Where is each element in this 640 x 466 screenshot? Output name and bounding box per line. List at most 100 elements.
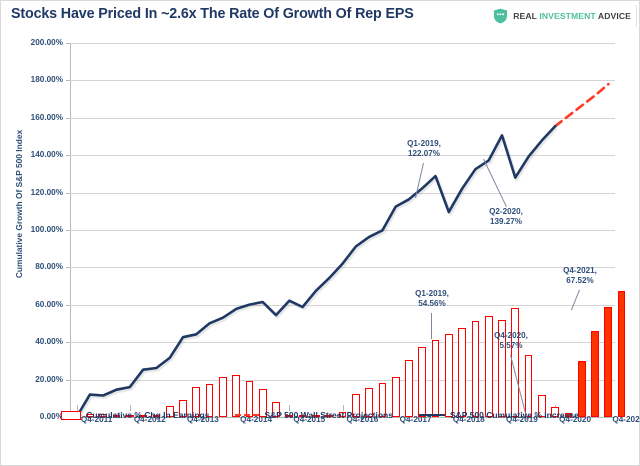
x-tick-mark — [129, 405, 131, 411]
y-tick-mark — [66, 267, 70, 269]
y-tick-mark — [66, 155, 70, 157]
y-tick-label: 80.00% — [35, 262, 63, 272]
page-title: Stocks Have Priced In ~2.6x The Rate Of … — [11, 6, 414, 22]
bar — [591, 330, 599, 417]
annotation-label: Q4-2021, — [563, 266, 597, 275]
bar-swatch — [61, 410, 82, 420]
logo-word-investment: INVESTMENT — [539, 11, 596, 21]
gridline — [70, 192, 615, 194]
bar — [471, 320, 480, 417]
annot-q1-2019-eps: Q1-2019, 54.56% — [393, 289, 471, 309]
bar — [205, 383, 214, 417]
bar — [391, 376, 400, 417]
bar — [564, 412, 573, 417]
x-tick-label: Q4-2019 — [506, 415, 538, 424]
y-tick-mark — [66, 43, 70, 44]
x-tick-mark — [342, 405, 344, 411]
x-tick-label: Q4-2012 — [133, 415, 166, 424]
gridline — [70, 342, 615, 344]
annot-q1-2019-spx: Q1-2019, 122.07% — [385, 139, 463, 159]
bar — [99, 414, 108, 417]
plot-area: 200.00% 180.00% 160.00% 140.00% 120.00% 100.0… — [31, 38, 640, 424]
chart-header: Stocks Have Priced In ~2.6x The Rate Of … — [1, 1, 639, 31]
y-tick-mark — [66, 80, 70, 82]
gridline — [70, 230, 615, 231]
x-tick-label: Q4-2014 — [240, 415, 273, 424]
bar — [378, 383, 387, 417]
bar — [258, 389, 267, 417]
x-tick-label: Q4-2021 — [612, 415, 640, 424]
annotation-label: Q4-2020, — [494, 331, 528, 340]
gridline — [70, 267, 615, 269]
gridline — [70, 304, 615, 306]
gridline — [70, 379, 615, 381]
brand-logo: REAL INVESTMENT ADVICE — [493, 8, 631, 24]
bar — [524, 355, 533, 417]
y-tick-label: 20.00% — [35, 374, 63, 384]
bar — [338, 411, 347, 417]
bar — [365, 387, 373, 417]
x-tick-label: Q4-2015 — [293, 415, 326, 424]
annotation-label: Q1-2019, — [407, 139, 441, 148]
dashed-line-swatch — [235, 414, 260, 416]
bar — [192, 387, 201, 417]
x-tick-label: Q4-2011 — [80, 415, 113, 424]
projection-line — [553, 82, 610, 128]
annotation-value: 5.57% — [499, 341, 523, 351]
y-tick-label: 60.00% — [35, 299, 63, 309]
x-tick-label: Q4-2017 — [399, 415, 432, 424]
y-tick-mark — [66, 192, 70, 194]
legend-item[interactable]: S&P 500 Cumulative % Increase — [418, 410, 579, 420]
bar — [551, 406, 560, 417]
annotation-value: 54.56% — [418, 299, 446, 309]
annotation-value: 139.27% — [490, 217, 522, 227]
y-tick-label: 160.00% — [30, 112, 63, 122]
x-tick-label: Q4-2013 — [186, 415, 219, 424]
annotation-label: Q2-2020, — [489, 207, 523, 216]
bar — [285, 414, 294, 417]
annotation-leader-line — [431, 313, 432, 339]
line-series — [75, 82, 610, 420]
bar — [152, 414, 161, 417]
spx-cumulative-line — [75, 124, 557, 419]
brand-logo-text: REAL INVESTMENT ADVICE — [513, 11, 631, 21]
legend-item[interactable]: Cumulative % Chg In Earnings — [61, 410, 209, 420]
y-tick-label: 180.00% — [30, 75, 63, 85]
bar — [351, 394, 360, 417]
bar — [232, 375, 240, 417]
y-tick-label: 0.00% — [39, 412, 63, 421]
y-tick-label: 120.00% — [30, 187, 63, 197]
y-tick-mark — [66, 379, 70, 381]
bar — [272, 401, 280, 417]
x-tick-label: Q4-2016 — [346, 415, 379, 424]
bar — [179, 400, 187, 417]
bar — [498, 320, 506, 417]
legend-label: Cumulative % Chg In Earnings — [86, 410, 210, 420]
gridline — [70, 417, 615, 418]
gridline — [70, 43, 615, 44]
logo-word-real: REAL — [513, 11, 537, 21]
bar — [405, 359, 413, 417]
y-tick-mark — [66, 304, 70, 306]
bar — [298, 415, 307, 417]
bar — [86, 413, 94, 417]
bar — [458, 328, 466, 417]
x-tick-label: Q4-2020 — [559, 415, 592, 424]
bar — [431, 339, 440, 417]
y-tick-label: 40.00% — [35, 337, 63, 347]
annot-q4-2021-eps: Q4-2021, 67.52% — [541, 266, 619, 286]
legend-items: Cumulative % Chg In Earnings S&P 500 Wall… — [1, 399, 639, 420]
bar — [325, 415, 334, 417]
logo-word-advice: ADVICE — [597, 11, 631, 21]
y-axis-title: Cumulative Growth Of S&P 500 Index — [14, 129, 24, 279]
annot-q2-2020-spx: Q2-2020, 139.27% — [467, 207, 545, 227]
bar — [219, 377, 227, 417]
bar — [418, 347, 427, 417]
shield-icon — [494, 8, 508, 24]
bar — [312, 415, 320, 417]
y-tick-mark — [66, 230, 70, 231]
y-tick-mark — [66, 342, 70, 344]
legend-item[interactable]: S&P 500 Wall Street Projections — [235, 410, 393, 420]
bar — [444, 334, 453, 417]
annotation-value: 67.52% — [566, 276, 594, 286]
